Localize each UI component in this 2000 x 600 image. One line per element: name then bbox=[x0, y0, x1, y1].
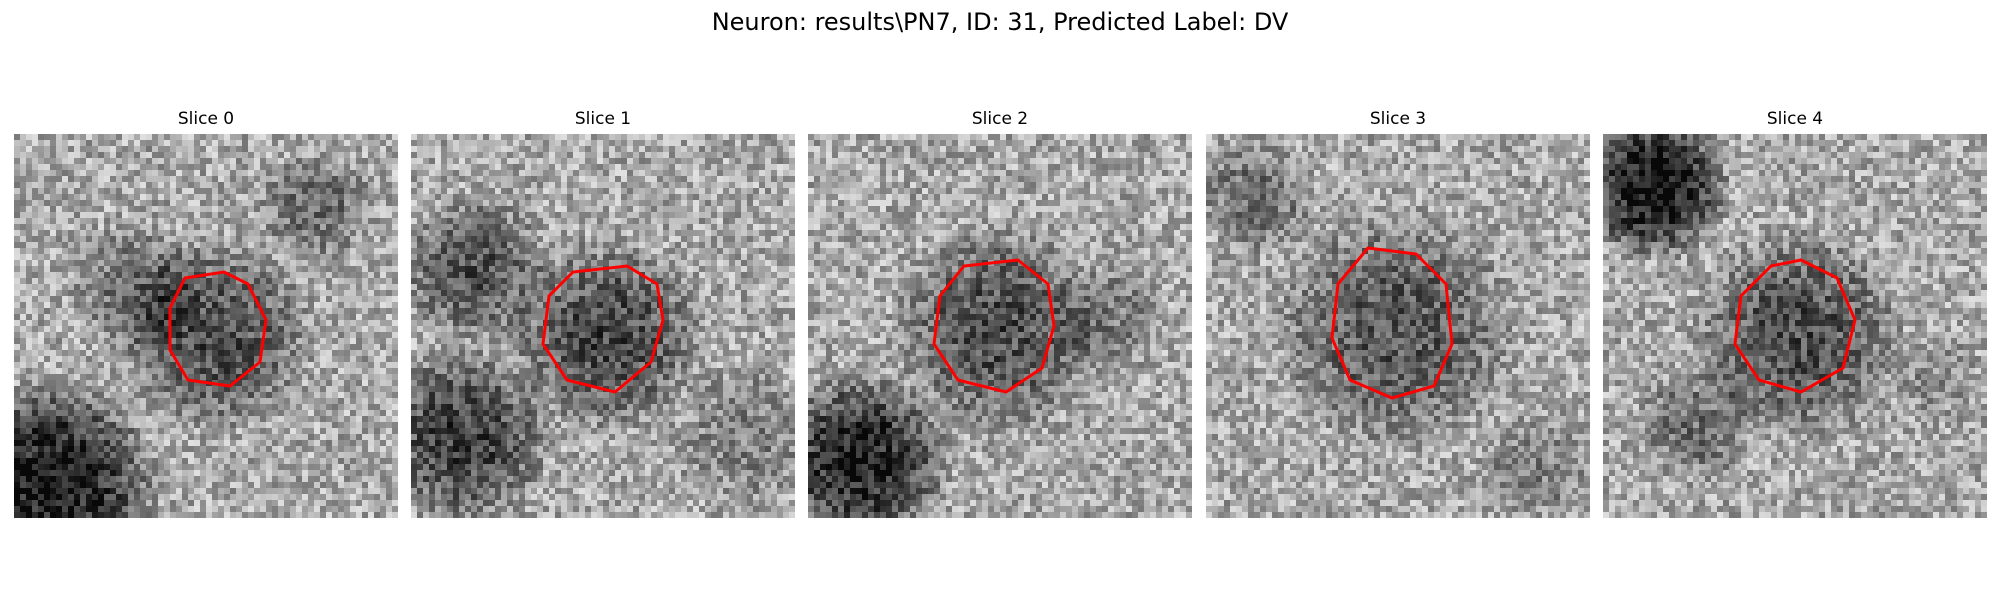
slice-image bbox=[14, 134, 398, 518]
slice-image bbox=[1603, 134, 1987, 518]
segmentation-contour bbox=[168, 270, 268, 388]
segmentation-contour bbox=[932, 258, 1056, 394]
grayscale-texture bbox=[411, 134, 795, 518]
grayscale-texture bbox=[14, 134, 398, 518]
slice-title: Slice 0 bbox=[14, 108, 398, 130]
slice-title: Slice 2 bbox=[808, 108, 1192, 130]
figure-title: Neuron: results\PN7, ID: 31, Predicted L… bbox=[0, 7, 2000, 37]
segmentation-contour bbox=[541, 264, 665, 394]
slice-image bbox=[808, 134, 1192, 518]
grayscale-texture bbox=[1603, 134, 1987, 518]
slice-image bbox=[411, 134, 795, 518]
slice-title: Slice 1 bbox=[411, 108, 795, 130]
slice-image bbox=[1206, 134, 1590, 518]
slice-title: Slice 4 bbox=[1603, 108, 1987, 130]
segmentation-contour bbox=[1733, 258, 1857, 394]
grayscale-texture bbox=[1206, 134, 1590, 518]
slice-title: Slice 3 bbox=[1206, 108, 1590, 130]
grayscale-texture bbox=[808, 134, 1192, 518]
segmentation-contour bbox=[1330, 246, 1454, 400]
